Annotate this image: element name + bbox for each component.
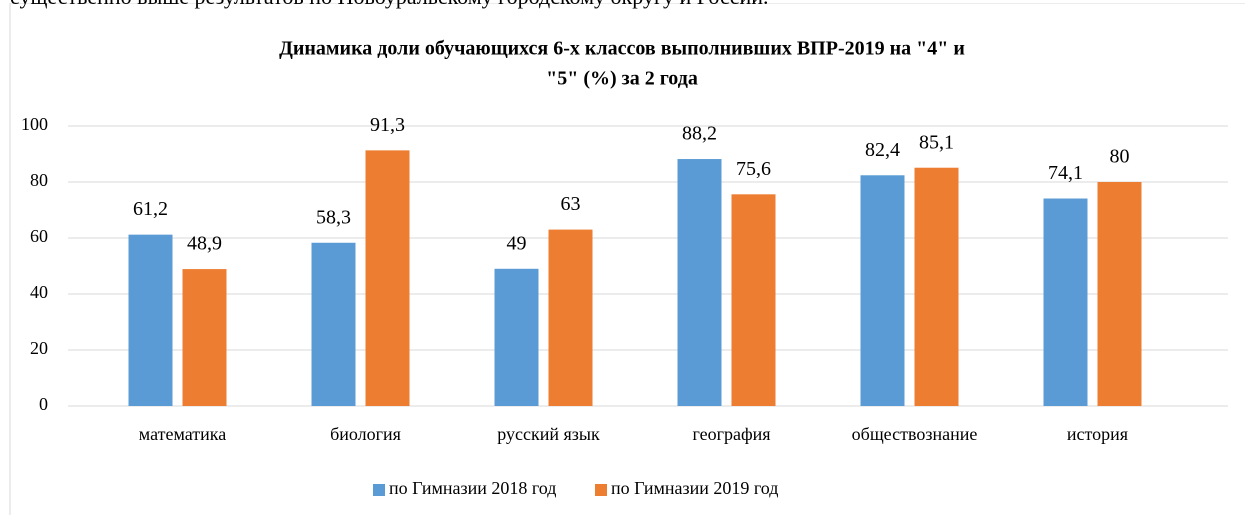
value-label: 88,2 [682,123,717,145]
value-label: 74,1 [1048,162,1083,184]
value-label: 91,3 [370,114,405,136]
legend-label: по Гимназии 2019 год [611,478,778,498]
value-label: 58,3 [316,206,351,228]
x-tick-label: биология [330,424,401,444]
bar [860,175,905,406]
x-tick-label: русский язык [497,424,600,444]
bar [494,268,539,406]
value-label: 75,6 [736,158,771,180]
legend-swatch [373,484,385,496]
x-tick-label: история [1067,424,1128,444]
bar [548,229,593,406]
bar [1043,198,1088,406]
x-tick-label: обществознание [852,424,978,444]
x-tick-label: география [692,424,770,444]
bar [365,150,410,406]
value-label: 80 [1110,146,1130,168]
y-tick-label: 80 [30,170,48,190]
y-tick-label: 60 [30,226,48,246]
bar [311,242,356,406]
bar [128,234,173,406]
value-label: 49 [507,232,527,254]
chart-title: "5" (%) за 2 года [546,68,698,90]
x-tick-label: математика [139,424,226,444]
bar [677,159,722,406]
value-label: 82,4 [865,139,900,161]
y-tick-label: 0 [39,394,48,414]
value-label: 48,9 [187,233,222,255]
legend-label: по Гимназии 2018 год [389,478,556,498]
value-label: 63 [561,193,581,215]
legend-swatch [595,484,607,496]
bar [731,194,776,406]
header-text: существенно выше результатов по Новоурал… [10,0,769,9]
value-label: 61,2 [133,198,168,220]
chart-title: Динамика доли обучающихся 6-х классов вы… [279,38,965,60]
y-tick-label: 20 [30,338,48,358]
bar [1097,182,1142,406]
y-tick-label: 40 [30,282,48,302]
chart-frame [9,2,1245,515]
top-mask [0,0,1245,3]
bar [182,269,227,406]
value-label: 85,1 [919,131,954,153]
bar [914,167,959,406]
y-tick-label: 100 [21,114,48,134]
